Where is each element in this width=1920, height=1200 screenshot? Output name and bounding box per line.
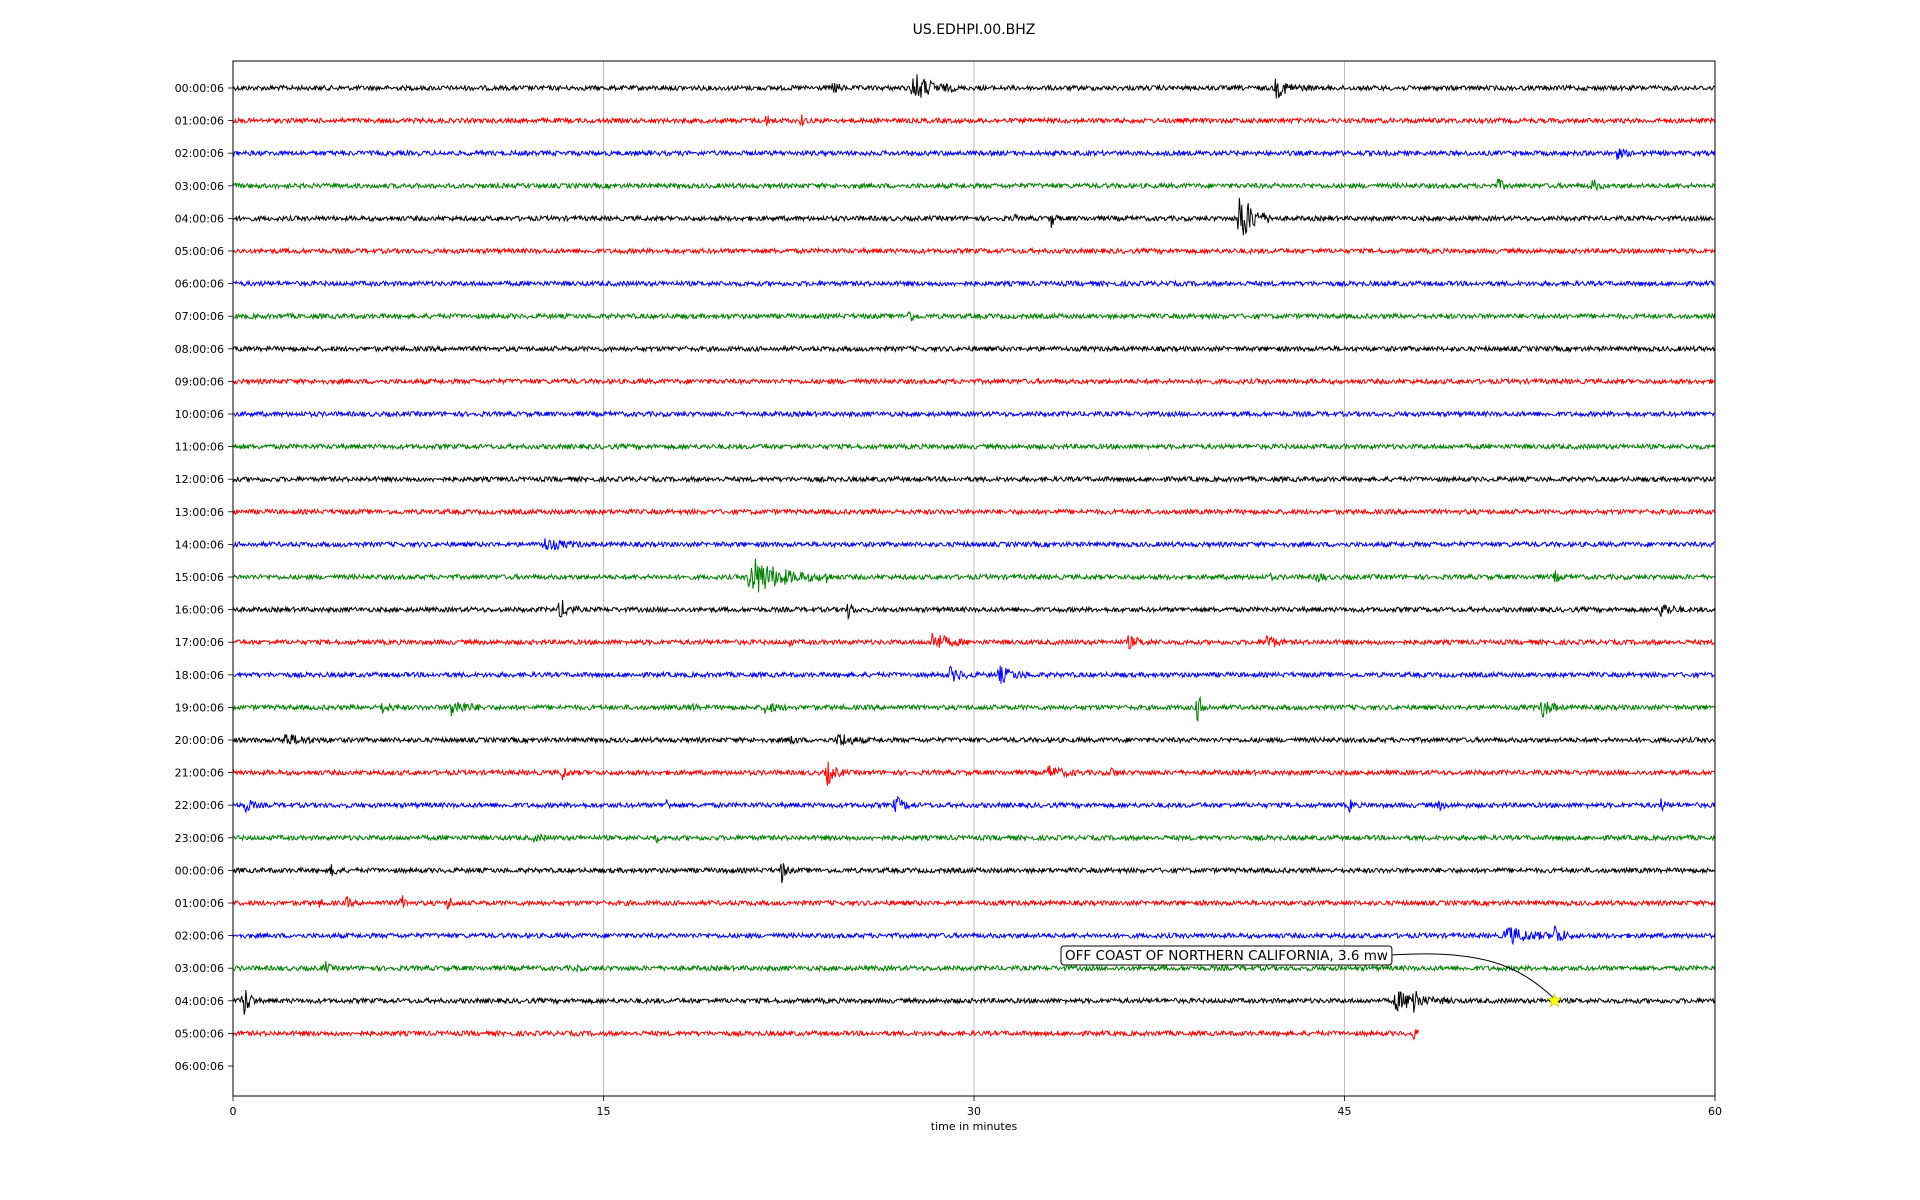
trace-13	[232, 507, 1716, 517]
trace-17	[232, 632, 1716, 650]
x-tick-label-3: 45	[1338, 1105, 1352, 1118]
x-tick-label-1: 15	[597, 1105, 611, 1118]
y-tick-label-3: 03:00:06	[175, 180, 224, 193]
chart-title: US.EDHPI.00.BHZ	[913, 22, 1036, 38]
trace-12	[232, 474, 1716, 484]
x-tick-label-0: 0	[230, 1105, 237, 1118]
y-tick-label-20: 20:00:06	[175, 734, 224, 747]
trace-27	[232, 961, 1716, 973]
y-tick-label-13: 13:00:06	[175, 506, 224, 519]
y-tick-label-23: 23:00:06	[175, 832, 224, 845]
y-tick-label-30: 06:00:06	[175, 1060, 224, 1073]
trace-1	[232, 114, 1716, 127]
y-tick-label-14: 14:00:06	[175, 538, 224, 551]
trace-20	[232, 733, 1715, 746]
y-tick-label-17: 17:00:06	[175, 636, 224, 649]
y-tick-label-7: 07:00:06	[175, 310, 224, 323]
trace-29	[232, 1029, 1420, 1041]
trace-group	[232, 74, 1716, 1041]
x-tick-label-4: 60	[1708, 1105, 1722, 1118]
trace-5	[232, 246, 1716, 256]
trace-28	[232, 990, 1716, 1015]
y-tick-label-10: 10:00:06	[175, 408, 224, 421]
y-tick-label-28: 04:00:06	[175, 995, 224, 1008]
annotation-arrow	[1391, 953, 1555, 1000]
trace-15	[232, 558, 1715, 593]
y-tick-label-24: 00:00:06	[175, 864, 224, 877]
trace-23	[232, 833, 1716, 845]
trace-3	[232, 178, 1716, 192]
event-annotation: OFF COAST OF NORTHERN CALIFORNIA, 3.6 mw	[1060, 945, 1562, 1008]
y-tick-label-21: 21:00:06	[175, 767, 224, 780]
y-tick-label-2: 02:00:06	[175, 147, 224, 160]
y-tick-label-19: 19:00:06	[175, 701, 224, 714]
y-tick-label-1: 01:00:06	[175, 115, 224, 128]
y-tick-label-16: 16:00:06	[175, 604, 224, 617]
y-tick-label-22: 22:00:06	[175, 799, 224, 812]
y-tick-label-15: 15:00:06	[175, 571, 224, 584]
trace-26	[232, 925, 1716, 946]
x-tick-label-2: 30	[967, 1105, 981, 1118]
y-tick-labels: 00:00:06 01:00:06 02:00:06 03:00:06 04:00:06…	[175, 82, 233, 1073]
trace-7	[232, 311, 1716, 322]
y-tick-label-6: 06:00:06	[175, 278, 224, 291]
trace-21	[232, 761, 1715, 786]
trace-16	[232, 600, 1716, 621]
y-tick-label-12: 12:00:06	[175, 473, 224, 486]
y-tick-label-4: 04:00:06	[175, 212, 224, 225]
trace-24	[232, 863, 1715, 884]
trace-25	[232, 895, 1716, 910]
trace-10	[232, 409, 1715, 419]
y-tick-label-9: 09:00:06	[175, 375, 224, 388]
plot-frame	[232, 60, 1716, 1097]
star-marker-icon	[1546, 992, 1562, 1008]
y-tick-label-25: 01:00:06	[175, 897, 224, 910]
y-tick-label-18: 18:00:06	[175, 669, 224, 682]
y-tick-label-29: 05:00:06	[175, 1027, 224, 1040]
y-tick-label-8: 08:00:06	[175, 343, 224, 356]
trace-6	[232, 279, 1715, 288]
x-tick-labels: 0 15 30 45 60	[230, 1096, 1722, 1118]
trace-4	[232, 197, 1715, 236]
trace-2	[232, 148, 1716, 160]
trace-11	[232, 442, 1716, 451]
trace-18	[232, 665, 1715, 684]
y-tick-label-26: 02:00:06	[175, 930, 224, 943]
annotation-box	[1060, 945, 1393, 966]
trace-0	[232, 74, 1715, 99]
y-tick-label-5: 05:00:06	[175, 245, 224, 258]
annotation-text: OFF COAST OF NORTHERN CALIFORNIA, 3.6 mw	[1065, 948, 1388, 964]
y-tick-label-0: 00:00:06	[175, 82, 224, 95]
x-axis-label: time in minutes	[931, 1120, 1018, 1133]
trace-19	[232, 695, 1715, 723]
trace-9	[232, 377, 1715, 386]
trace-14	[232, 538, 1715, 551]
y-tick-label-11: 11:00:06	[175, 441, 224, 454]
trace-22	[232, 795, 1716, 813]
trace-8	[232, 344, 1716, 354]
y-tick-label-27: 03:00:06	[175, 962, 224, 975]
